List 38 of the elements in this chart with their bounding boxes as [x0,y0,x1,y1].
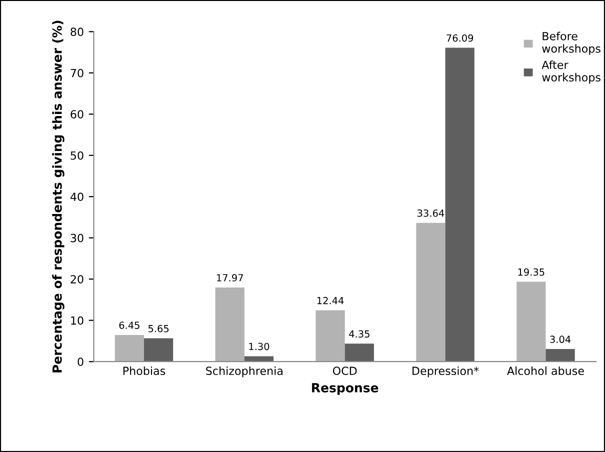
y-axis-title: Percentage of respondents giving this answer (%) [52,20,64,372]
bar [316,310,345,362]
x-tick-label: Schizophrenia [206,366,282,378]
bar [416,222,446,362]
bar [114,334,144,362]
y-tick-label: 50 [70,151,84,160]
legend-label: Before workshops [542,32,600,55]
data-label: 1.30 [249,342,270,350]
y-tick-label: 80 [70,28,84,36]
y-tick-label: 20 [70,275,84,284]
y-tick-label: 30 [70,234,84,242]
bar [215,287,244,362]
data-label: 6.45 [119,322,140,329]
bar [546,349,575,362]
x-tick-label: Alcohol abuse [507,366,584,376]
bar [344,344,374,362]
bar [244,356,274,362]
x-axis-title: Response [312,383,378,395]
data-label: 19.35 [518,268,544,276]
bar [516,282,546,362]
x-tick-label: Phobias [123,366,166,376]
legend-label: After workshops [542,60,600,84]
data-label: 17.97 [217,274,243,282]
x-tick-label: OCD [332,366,357,376]
data-label: 5.65 [148,324,169,332]
data-label: 76.09 [446,34,474,42]
data-label: 33.64 [418,209,444,217]
data-label: 3.04 [550,336,571,344]
y-tick-label: 40 [70,192,84,201]
bar [144,338,174,362]
bar [445,48,474,362]
data-label: 4.35 [349,330,370,338]
y-tick-label: 60 [70,110,84,119]
x-tick-label: Depression* [412,366,479,378]
y-tick-label: 10 [71,316,84,325]
y-tick-label: 0 [78,358,84,366]
data-label: 12.44 [317,296,344,304]
y-tick-label: 70 [70,68,84,78]
